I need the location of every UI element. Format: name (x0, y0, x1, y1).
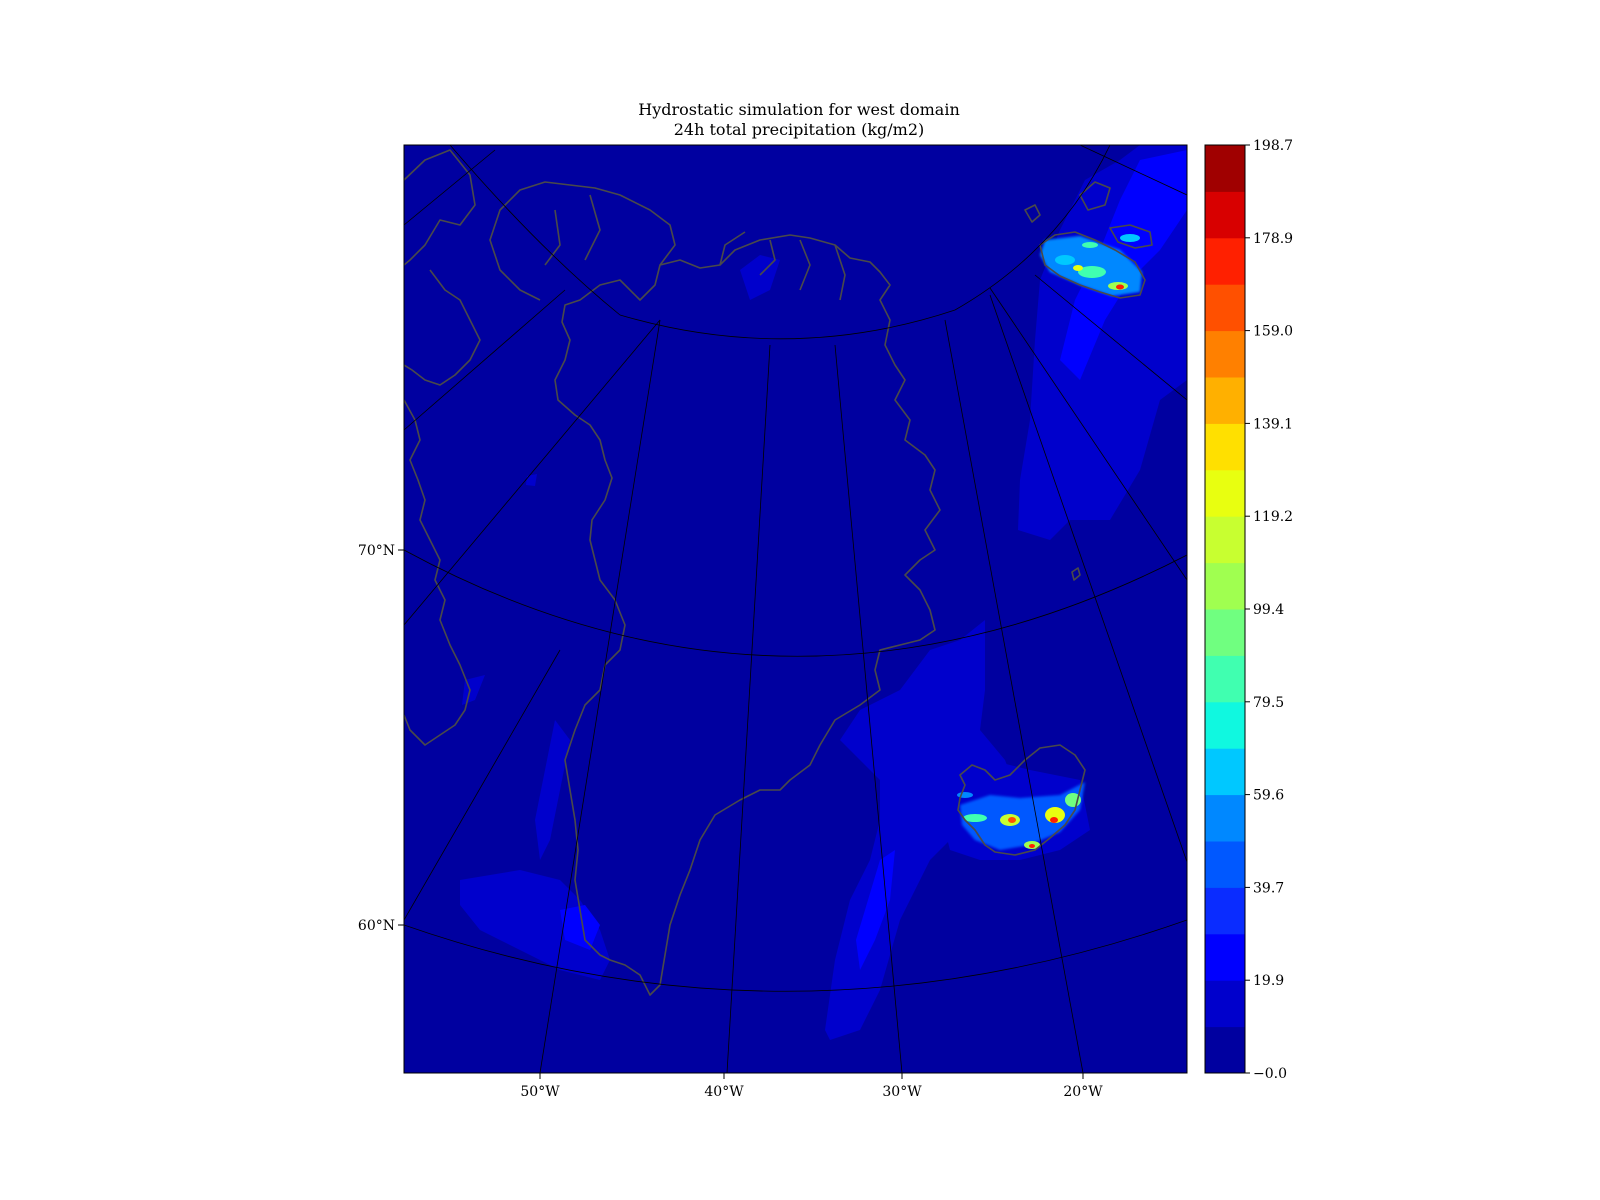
coastline-baffin (404, 399, 471, 746)
colorbar-bin (1205, 701, 1245, 749)
coastline-greenland (554, 234, 941, 996)
colorbar-bin (1205, 887, 1245, 935)
lat-label-60n: 60°N (358, 918, 395, 934)
colorbar-bin (1205, 423, 1245, 471)
meridian-upper-left-2 (404, 289, 566, 431)
precip-svalbard-cell-6 (1073, 265, 1083, 271)
parallel-80n (619, 309, 956, 340)
parallel-60n (404, 919, 1187, 992)
precip-area-denmark-strait-moderate (856, 850, 895, 970)
colorbar-tick-label: 39.7 (1253, 880, 1284, 896)
map-frame (403, 144, 1188, 1074)
precip-iceland-cell-8 (1029, 844, 1035, 848)
chart-title: Hydrostatic simulation for west domain 2… (404, 100, 1194, 140)
lon-label-20w: 20°W (1063, 1084, 1103, 1100)
parallel-upper-right (954, 145, 1111, 311)
longitude-labels: 50°W 40°W 30°W 20°W (520, 1073, 1103, 1100)
precip-area-interior-spot (526, 474, 537, 486)
precip-iceland-cell-1 (963, 814, 987, 822)
colorbar-bin (1205, 237, 1245, 285)
colorbar-tick-label: −0.0 (1253, 1066, 1287, 1082)
precip-svalbard-cell-2 (1055, 255, 1075, 265)
colorbar-bin (1205, 469, 1245, 517)
colorbar-bin (1205, 933, 1245, 981)
precip-iceland-base (960, 782, 1085, 850)
colorbar-bin (1205, 794, 1245, 842)
precip-area-west-greenland-coast (535, 720, 570, 860)
precip-svalbard-cell-8 (1082, 242, 1098, 248)
coastline-ellesmere (404, 149, 481, 386)
precip-svalbard-cell-5 (1116, 284, 1124, 290)
colorbar (1205, 145, 1245, 1074)
colorbar-bin (1205, 191, 1245, 239)
lon-label-40w: 40°W (704, 1084, 744, 1100)
meridian-20w (944, 319, 1084, 1073)
colorbar-tick-label: 99.4 (1253, 602, 1284, 618)
lon-label-30w: 30°W (882, 1084, 922, 1100)
graticule (404, 145, 1187, 1073)
colorbar-bin (1205, 748, 1245, 796)
latitude-labels: 70°N 60°N (358, 543, 404, 934)
colorbar-tick-label: 139.1 (1253, 416, 1293, 432)
colorbar-tick-label: 119.2 (1253, 509, 1293, 525)
meridian-60w (404, 649, 561, 921)
parallel-upper-left (449, 145, 621, 316)
colorbar-ticks: 198.7 178.9 159.0 139.1 119.2 99.4 79.5 59.6 39.… (1245, 138, 1293, 1082)
colorbar-tick-label: 79.5 (1253, 695, 1284, 711)
meridian-upper-right-2 (1034, 274, 1187, 401)
coastline-iceland (957, 744, 1086, 856)
colorbar-bin (1205, 145, 1245, 192)
coastline-svalbard (1024, 181, 1153, 299)
colorbar-bin (1205, 284, 1245, 332)
precip-area-sw-greenland-moderate (560, 905, 600, 950)
colorbar-bin (1205, 562, 1245, 610)
precip-svalbard-cell-7 (1120, 234, 1140, 242)
chart-title-line-1: Hydrostatic simulation for west domain (638, 100, 960, 119)
meridian-upper-left-1 (404, 149, 496, 226)
colorbar-tick-label: 198.7 (1253, 138, 1293, 154)
meridian-0 (989, 287, 1187, 581)
coastlines (404, 149, 1153, 996)
colorbar-bin (1205, 516, 1245, 564)
colorbar-tick-label: 178.9 (1253, 231, 1293, 247)
map-panel (404, 145, 1187, 1073)
precip-iceland-cell-9 (957, 792, 973, 798)
colorbar-bin (1205, 980, 1245, 1028)
precip-area-north-greenland (740, 255, 780, 300)
colorbar-bin (1205, 655, 1245, 703)
lat-label-70n: 70°N (358, 543, 395, 559)
chart-title-line-2: 24h total precipitation (kg/m2) (673, 120, 925, 139)
colorbar-bin (1205, 1026, 1245, 1074)
meridian-40w (726, 344, 771, 1073)
colorbar-bin (1205, 609, 1245, 656)
precip-iceland-cell-5 (1050, 817, 1058, 823)
colorbar-bin (1205, 841, 1245, 888)
meridian-50w (404, 319, 661, 626)
parallel-70n (404, 549, 1187, 657)
colorbar-bin (1205, 377, 1245, 424)
colorbar-bin (1205, 330, 1245, 378)
meridian-50w-south (539, 319, 661, 1073)
colorbar-tick-label: 19.9 (1253, 973, 1284, 989)
colorbar-tick-label: 59.6 (1253, 788, 1284, 804)
coastline-greenland-north-fjords (489, 181, 846, 301)
meridian-10w (989, 294, 1187, 863)
meridian-upper-right-1 (1079, 145, 1187, 196)
lon-label-50w: 50°W (520, 1084, 560, 1100)
precip-iceland-cell-3 (1008, 817, 1016, 823)
colorbar-tick-label: 159.0 (1253, 324, 1293, 340)
precip-iceland-intense (957, 782, 1085, 850)
coastline-jan-mayen (1071, 567, 1081, 581)
precip-iceland-cell-4 (1045, 807, 1065, 823)
precip-svalbard-cell-3 (1078, 266, 1106, 278)
meridian-30w (834, 344, 903, 1073)
precip-area-south-greenland (460, 870, 610, 980)
